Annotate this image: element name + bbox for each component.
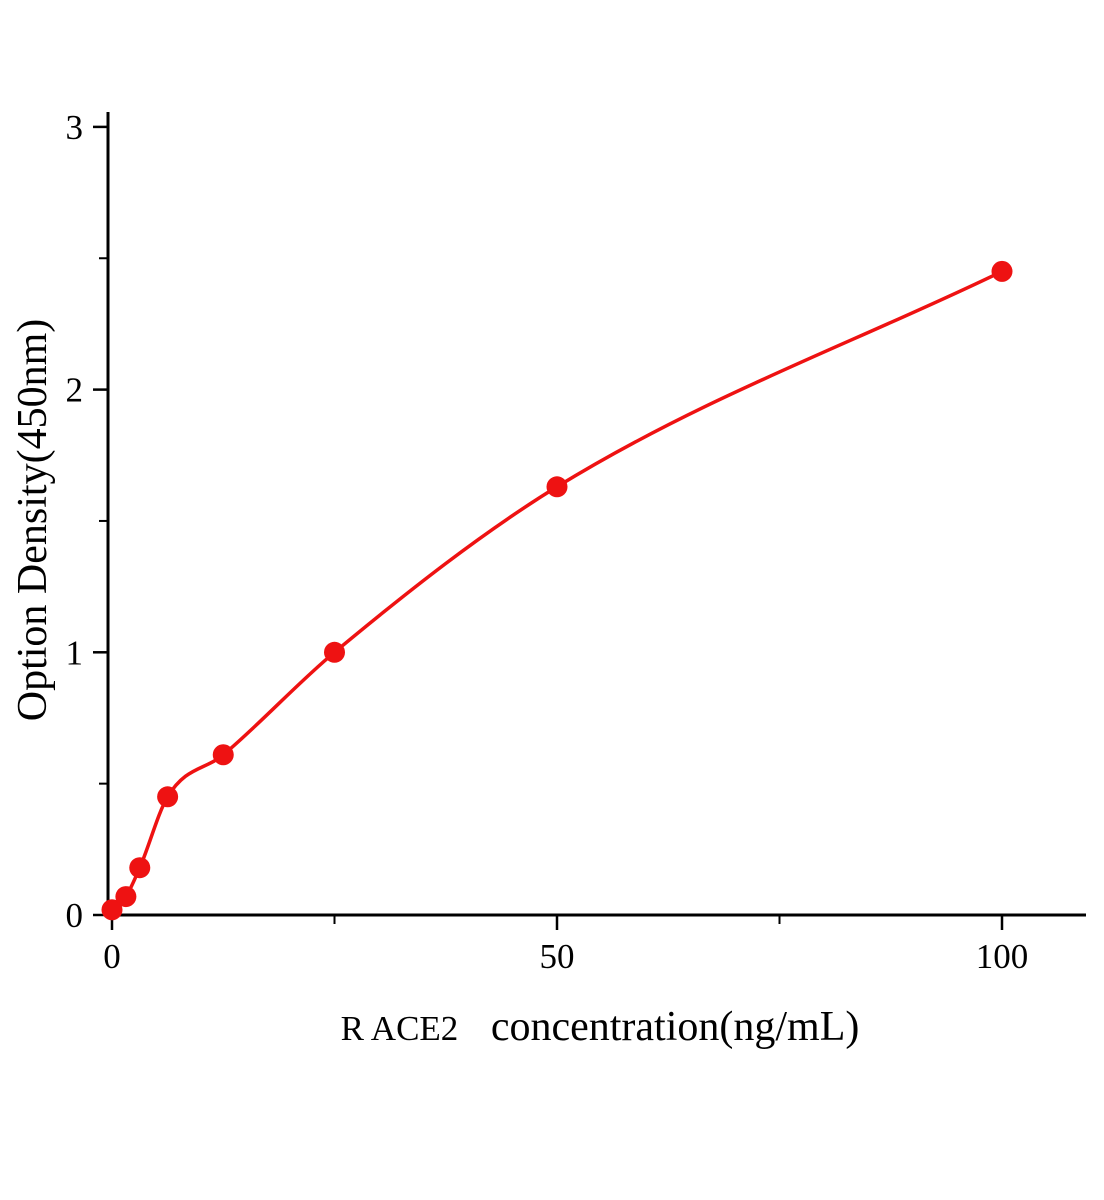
data-point xyxy=(324,641,345,663)
y-tick-label: 0 xyxy=(66,896,84,935)
x-tick-label: 100 xyxy=(976,937,1029,976)
x-axis-label-prefix: R ACE2 xyxy=(341,1009,459,1048)
x-tick-label: 50 xyxy=(540,937,575,976)
y-tick-label: 3 xyxy=(66,108,84,147)
plot-area: 0 50 100 0 1 2 3 xyxy=(66,108,1086,976)
x-tick-label: 0 xyxy=(103,937,121,976)
data-point xyxy=(212,744,234,766)
data-point xyxy=(129,857,151,879)
y-tick-label: 2 xyxy=(66,371,84,410)
data-point xyxy=(157,786,179,808)
x-axis-label-main: concentration(ng/mL) xyxy=(491,1004,860,1050)
y-axis-label: Option Density(450nm) xyxy=(10,319,56,721)
data-point xyxy=(101,899,123,921)
data-point xyxy=(546,476,568,498)
data-point xyxy=(991,260,1013,282)
x-axis-label: R ACE2 concentration(ng/mL) xyxy=(341,1004,860,1050)
data-point xyxy=(115,886,137,908)
y-tick-label: 1 xyxy=(66,633,84,672)
fit-curve xyxy=(110,269,1004,912)
